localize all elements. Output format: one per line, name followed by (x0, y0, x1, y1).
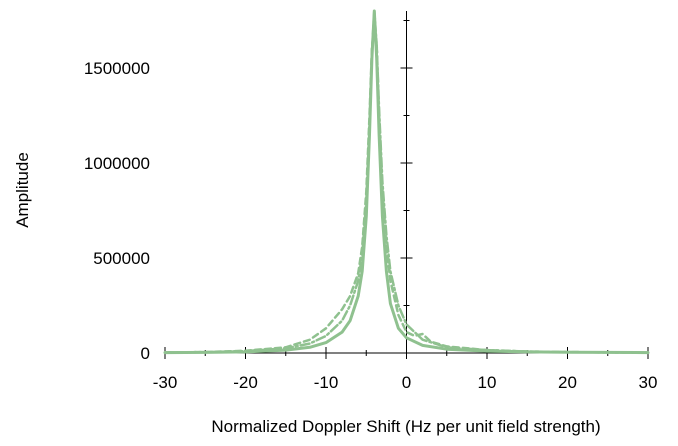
x-tick-label: -30 (153, 373, 178, 392)
y-tick-label: 1500000 (84, 59, 150, 78)
y-tick-label: 500000 (93, 249, 150, 268)
y-axis-ticks: 0 500000 1000000 1500000 (84, 20, 413, 363)
y-tick-label: 1000000 (84, 154, 150, 173)
x-tick-label: 10 (478, 373, 497, 392)
x-tick-label: -20 (233, 373, 258, 392)
y-tick-label: 0 (141, 344, 150, 363)
x-tick-label: 20 (558, 373, 577, 392)
x-tick-label: 0 (402, 373, 411, 392)
series-line-3 (163, 19, 650, 354)
x-tick-label: -10 (314, 373, 339, 392)
x-tick-label: 30 (639, 373, 658, 392)
x-axis-title: Normalized Doppler Shift (Hz per unit fi… (211, 417, 600, 436)
y-axis-title: Amplitude (13, 152, 32, 228)
series-lines (163, 9, 650, 355)
